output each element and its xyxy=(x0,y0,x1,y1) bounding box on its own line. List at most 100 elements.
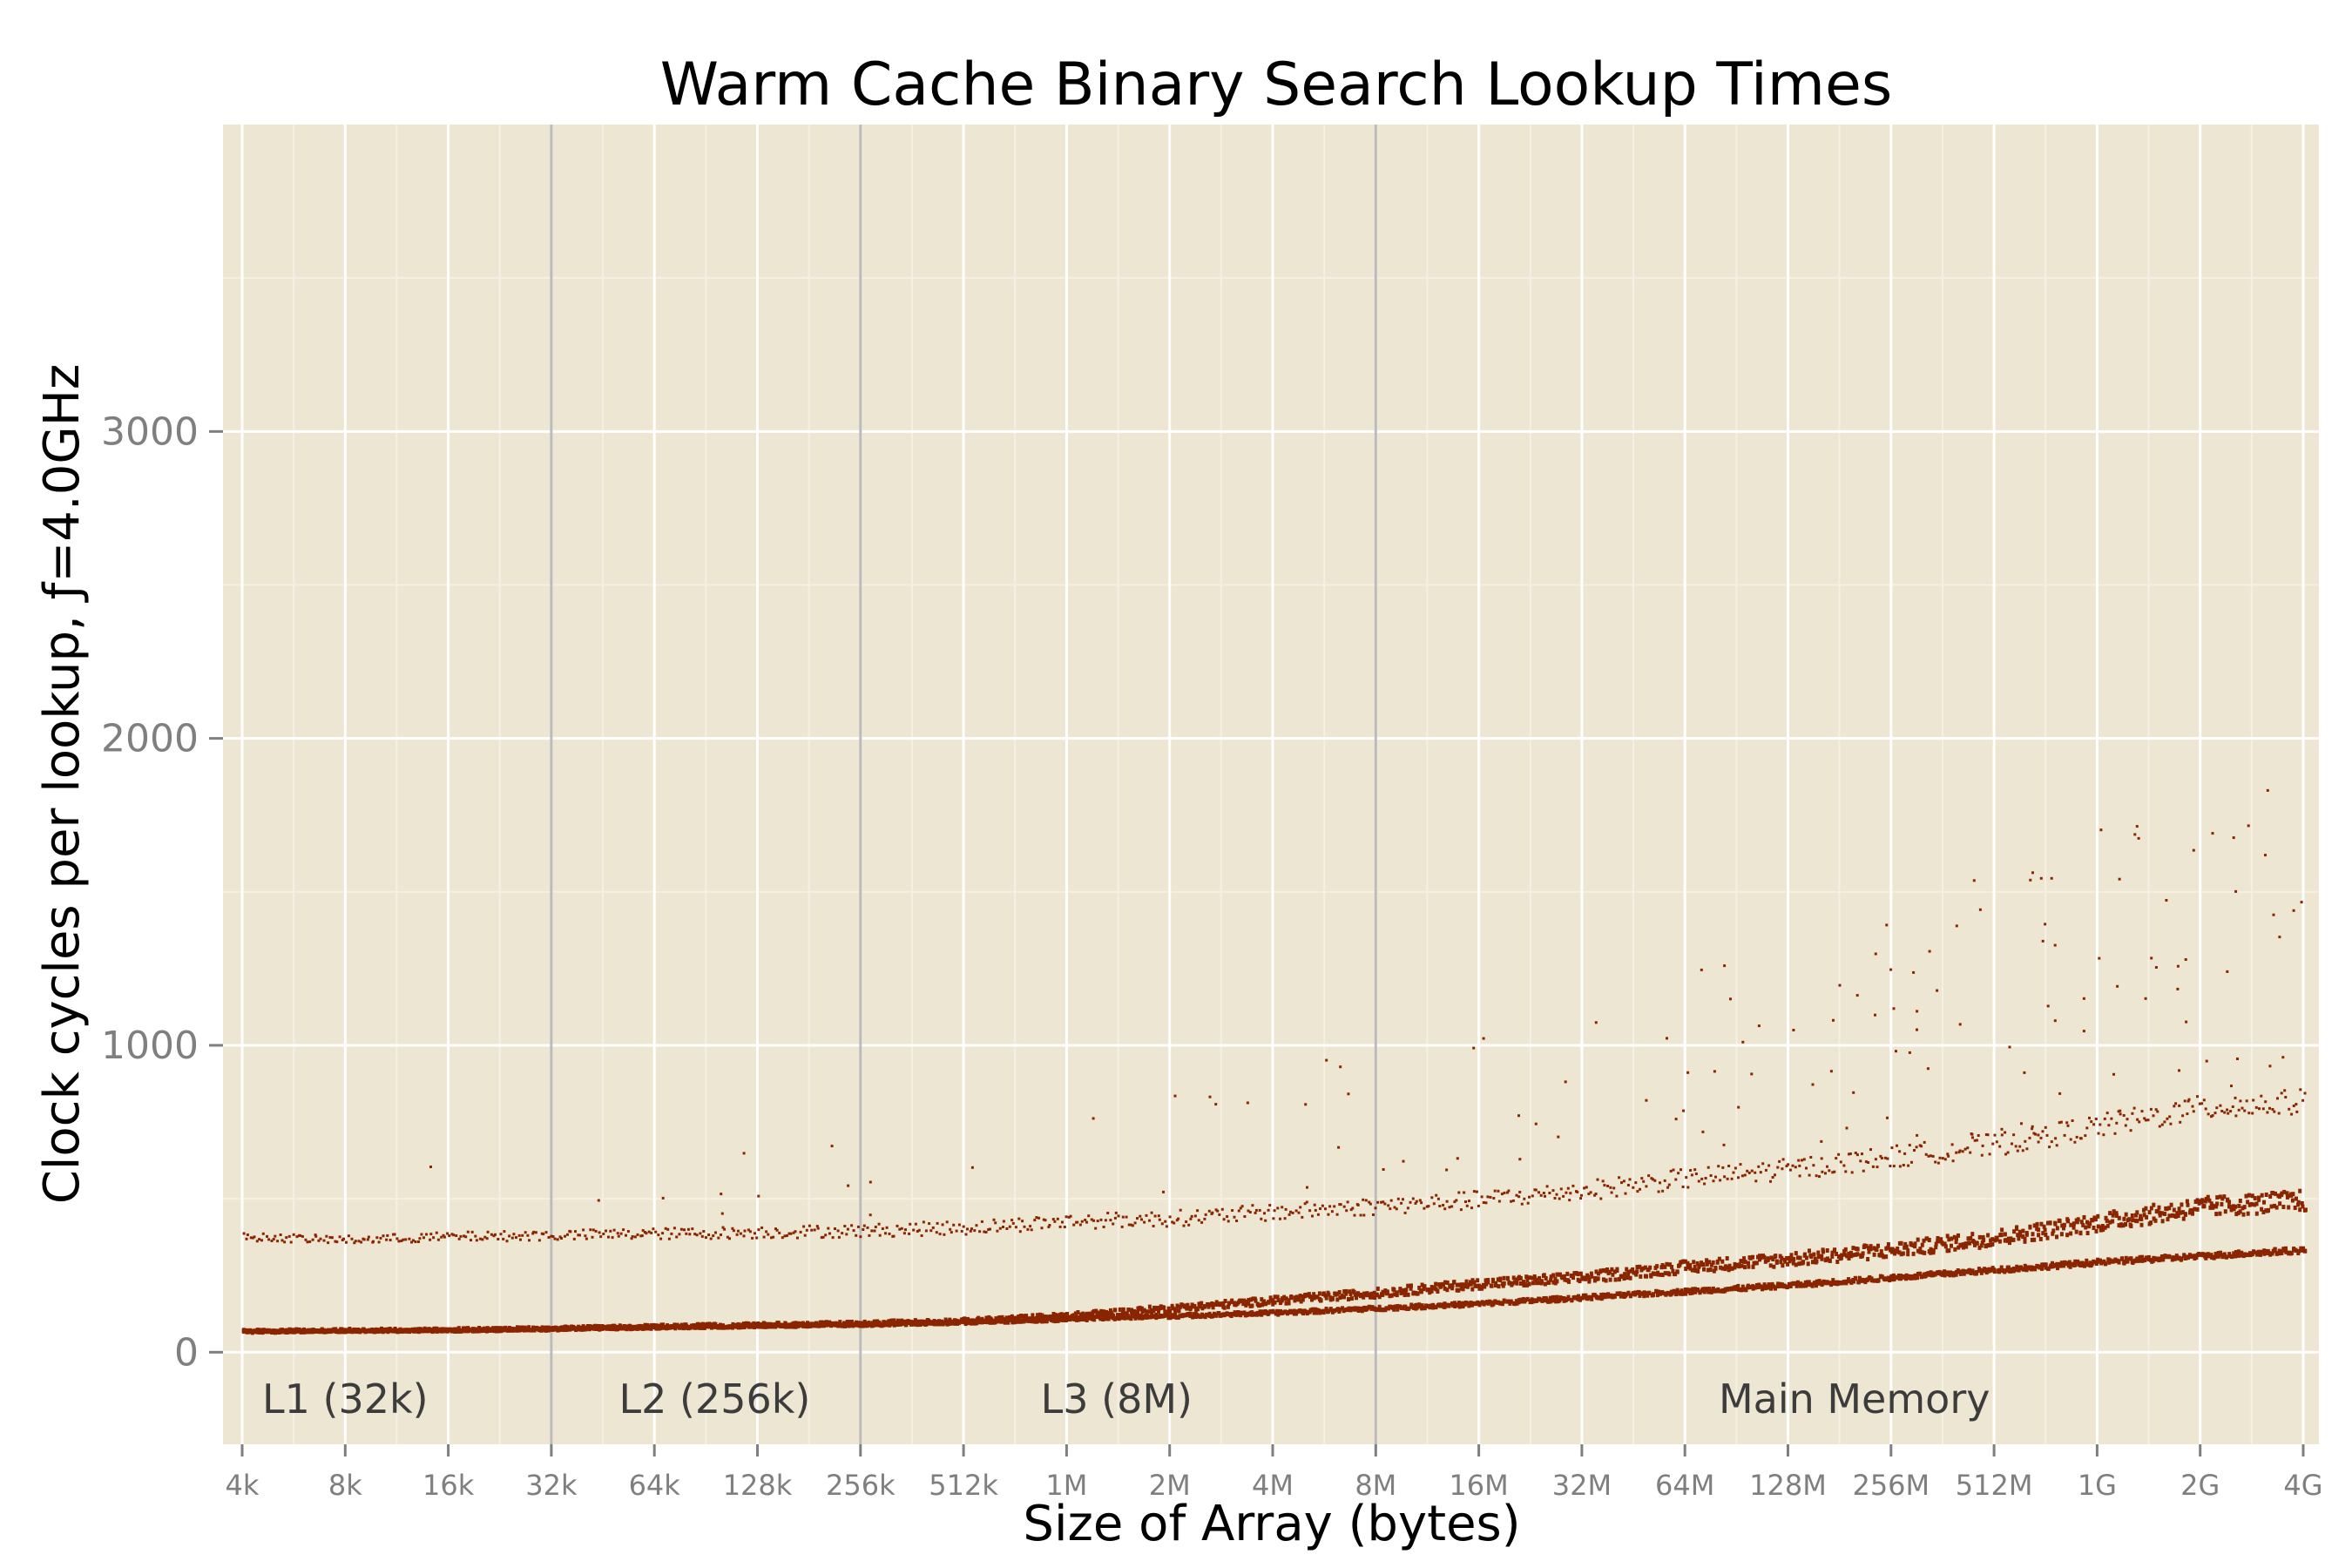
data-point-outlier xyxy=(1874,1013,1876,1017)
data-point-outlier xyxy=(1958,1023,1962,1026)
data-point xyxy=(924,1229,928,1233)
data-point-outlier xyxy=(1908,1051,1911,1054)
data-point xyxy=(1986,1233,1990,1238)
data-point xyxy=(1288,1213,1291,1216)
data-point xyxy=(1306,1310,1310,1315)
data-point xyxy=(1271,1308,1275,1314)
data-point xyxy=(1098,1316,1103,1321)
data-point xyxy=(285,1236,288,1240)
data-point xyxy=(1215,1301,1220,1307)
data-point xyxy=(2011,1237,2016,1242)
data-point xyxy=(2290,1112,2294,1116)
data-point xyxy=(2229,1110,2233,1113)
data-point xyxy=(1249,1297,1253,1302)
data-point xyxy=(2176,1213,2180,1219)
data-point xyxy=(1196,1313,1200,1318)
data-point xyxy=(2024,1139,2027,1143)
data-point xyxy=(2249,1201,2254,1206)
data-point xyxy=(767,1233,770,1236)
data-point xyxy=(1839,1160,1842,1164)
data-point xyxy=(633,1326,638,1331)
data-point xyxy=(2021,1234,2025,1239)
data-point xyxy=(318,1329,322,1335)
data-point xyxy=(913,1321,917,1327)
data-point xyxy=(1633,1292,1637,1297)
data-point xyxy=(1294,1309,1298,1315)
data-point xyxy=(720,1233,722,1236)
data-point xyxy=(266,1234,268,1238)
data-point xyxy=(2219,1104,2222,1107)
data-point xyxy=(1120,1225,1124,1228)
data-point xyxy=(295,1235,299,1239)
data-point xyxy=(2250,1193,2254,1199)
data-point xyxy=(814,1321,819,1326)
data-point xyxy=(1552,1295,1557,1300)
data-point xyxy=(821,1235,825,1239)
data-point xyxy=(1804,1255,1808,1260)
data-point-outlier xyxy=(2119,1109,2122,1112)
data-point xyxy=(1112,1222,1115,1226)
data-point-outlier xyxy=(1792,1029,1795,1031)
data-point xyxy=(620,1325,625,1330)
data-point xyxy=(765,1230,768,1233)
data-point xyxy=(2014,1227,2018,1232)
data-point xyxy=(1830,1250,1835,1255)
data-point xyxy=(395,1237,399,1240)
data-point xyxy=(787,1322,791,1328)
x-tick-label: 4M xyxy=(1252,1469,1294,1502)
data-point xyxy=(2149,1107,2153,1111)
data-point xyxy=(1218,1302,1222,1308)
data-point xyxy=(499,1328,504,1334)
data-point xyxy=(418,1237,422,1240)
data-point xyxy=(1196,1209,1200,1213)
data-point xyxy=(2183,1212,2187,1217)
data-point xyxy=(1348,1289,1352,1294)
data-point xyxy=(636,1233,639,1236)
data-point xyxy=(608,1327,612,1331)
data-point xyxy=(598,1231,601,1234)
data-point xyxy=(421,1328,425,1334)
data-point xyxy=(1148,1219,1151,1222)
data-point-outlier xyxy=(1741,1040,1745,1044)
data-point xyxy=(319,1237,322,1240)
data-point xyxy=(1042,1218,1045,1221)
data-point xyxy=(1649,1273,1653,1278)
data-point xyxy=(1452,1301,1456,1306)
data-point xyxy=(862,1228,865,1231)
data-point xyxy=(251,1236,254,1240)
data-point xyxy=(1240,1205,1244,1208)
data-point xyxy=(1774,1173,1776,1177)
data-point xyxy=(1301,1297,1305,1302)
data-point xyxy=(1160,1314,1165,1319)
data-point xyxy=(2213,1254,2218,1260)
data-point xyxy=(714,1231,717,1234)
data-point-outlier xyxy=(2300,901,2303,904)
data-point xyxy=(1532,1274,1537,1279)
data-point xyxy=(1612,1294,1617,1299)
data-point xyxy=(1801,1283,1805,1288)
data-point xyxy=(1851,1278,1855,1282)
data-point xyxy=(604,1325,608,1330)
data-point xyxy=(1281,1310,1285,1315)
data-point xyxy=(2087,1224,2092,1229)
data-point xyxy=(1850,1171,1854,1174)
data-point xyxy=(2088,1221,2092,1227)
data-point xyxy=(1716,1287,1720,1292)
data-point xyxy=(774,1227,777,1231)
data-point xyxy=(1335,1213,1339,1216)
data-point xyxy=(2037,1227,2041,1233)
data-point xyxy=(1470,1287,1475,1292)
data-point xyxy=(1957,1245,1961,1250)
data-point xyxy=(502,1237,505,1240)
data-point xyxy=(2045,1133,2049,1137)
data-point-outlier xyxy=(1456,1157,1459,1160)
data-point xyxy=(1222,1218,1226,1221)
data-point xyxy=(1428,1305,1432,1310)
data-point xyxy=(1697,1179,1700,1183)
data-point xyxy=(1538,1281,1542,1286)
data-point xyxy=(562,1328,566,1332)
data-point xyxy=(1241,1301,1246,1307)
data-point xyxy=(1941,1157,1944,1160)
data-point xyxy=(2012,1133,2016,1137)
data-point xyxy=(1422,1287,1426,1292)
